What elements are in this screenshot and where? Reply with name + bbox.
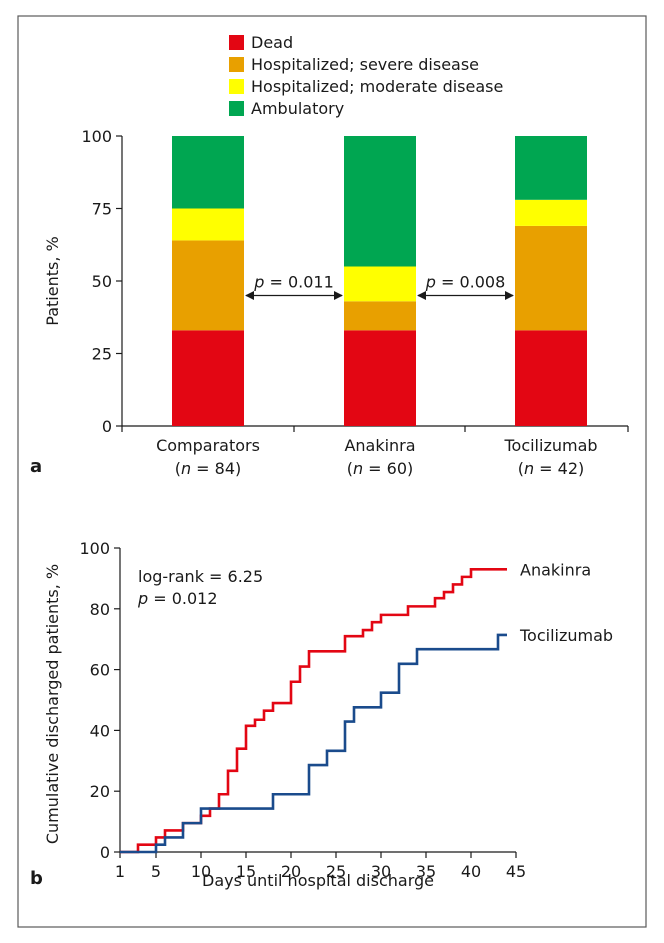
bar-segment	[515, 199, 587, 226]
x-tick-label: 35	[416, 862, 436, 881]
x-axis-title: Days until hospital discharge	[202, 871, 434, 890]
legend-label: Dead	[251, 33, 293, 52]
n-open: (	[175, 459, 181, 478]
legend-swatch	[229, 57, 244, 72]
n-symbol: n	[181, 459, 191, 478]
stat-p-value: = 0.012	[148, 589, 217, 608]
panel-label-b: b	[30, 868, 43, 889]
x-tick-label: 30	[371, 862, 391, 881]
n-open: (	[347, 459, 353, 478]
n-value: = 60)	[363, 459, 413, 478]
y-tick-label: 25	[92, 345, 112, 364]
series-line	[120, 633, 507, 854]
bar-segment	[515, 225, 587, 331]
p-symbol: p	[425, 273, 436, 292]
x-tick-sublabel: (n = 60)	[347, 459, 414, 478]
p-value-label: p = 0.008	[425, 273, 506, 292]
x-tick-label: 45	[506, 862, 526, 881]
p-value: = 0.011	[264, 273, 333, 292]
y-tick-label: 40	[90, 721, 110, 740]
x-tick-label: 40	[461, 862, 481, 881]
x-tick-label: Comparators	[156, 436, 260, 455]
n-value: = 42)	[534, 459, 584, 478]
x-tick-label: 25	[326, 862, 346, 881]
y-tick-label: 0	[100, 843, 110, 862]
p-value: = 0.008	[436, 273, 505, 292]
bar-segment	[344, 301, 416, 331]
bar-segment	[172, 136, 244, 209]
x-tick-label: 15	[236, 862, 256, 881]
x-tick-label: Anakinra	[344, 436, 415, 455]
legend-swatch	[229, 101, 244, 116]
p-value-label: p = 0.011	[253, 273, 334, 292]
stat-text-line1: log-rank = 6.25	[138, 567, 263, 586]
x-tick-label: Tocilizumab	[503, 436, 597, 455]
stacked-bar-chart: Dead Hospitalized; severe disease Hospital…	[43, 33, 629, 478]
x-tick-label: 20	[281, 862, 301, 881]
y-tick-label: 80	[90, 600, 110, 619]
y-tick-label: 60	[90, 661, 110, 680]
y-tick-label: 0	[102, 417, 112, 436]
y-tick-label: 100	[79, 539, 110, 558]
y-tick-label: 50	[92, 272, 112, 291]
n-open: (	[518, 459, 524, 478]
y-tick-label: 100	[81, 127, 112, 146]
bar-segment	[344, 266, 416, 302]
stat-text-line2: p = 0.012	[137, 589, 218, 608]
panel-label-a: a	[30, 456, 42, 477]
n-symbol: n	[524, 459, 534, 478]
x-tick-label: 5	[151, 862, 161, 881]
bar-segment	[515, 136, 587, 200]
legend-label: Hospitalized; severe disease	[251, 55, 479, 74]
n-value: = 84)	[191, 459, 241, 478]
bar-segment	[172, 240, 244, 331]
legend-swatch	[229, 79, 244, 94]
x-tick-sublabel: (n = 42)	[518, 459, 585, 478]
series-label: Anakinra	[520, 560, 591, 579]
bar-segment	[172, 330, 244, 426]
legend-label: Ambulatory	[251, 99, 344, 118]
series-label: Tocilizumab	[519, 626, 613, 645]
x-tick-label: 10	[191, 862, 211, 881]
bar-segment	[515, 330, 587, 426]
y-axis-title: Cumulative discharged patients, %	[43, 564, 62, 844]
n-symbol: n	[353, 459, 363, 478]
legend-label: Hospitalized; moderate disease	[251, 77, 503, 96]
legend-swatch	[229, 35, 244, 50]
stat-p-symbol: p	[137, 589, 148, 608]
x-tick-label: 1	[115, 862, 125, 881]
bar-segment	[344, 136, 416, 267]
y-axis-title: Patients, %	[43, 236, 62, 325]
bar-segment	[172, 208, 244, 241]
y-tick-label: 20	[90, 782, 110, 801]
bar-segment	[344, 330, 416, 426]
x-tick-sublabel: (n = 84)	[175, 459, 242, 478]
y-tick-label: 75	[92, 200, 112, 219]
p-symbol: p	[253, 273, 264, 292]
